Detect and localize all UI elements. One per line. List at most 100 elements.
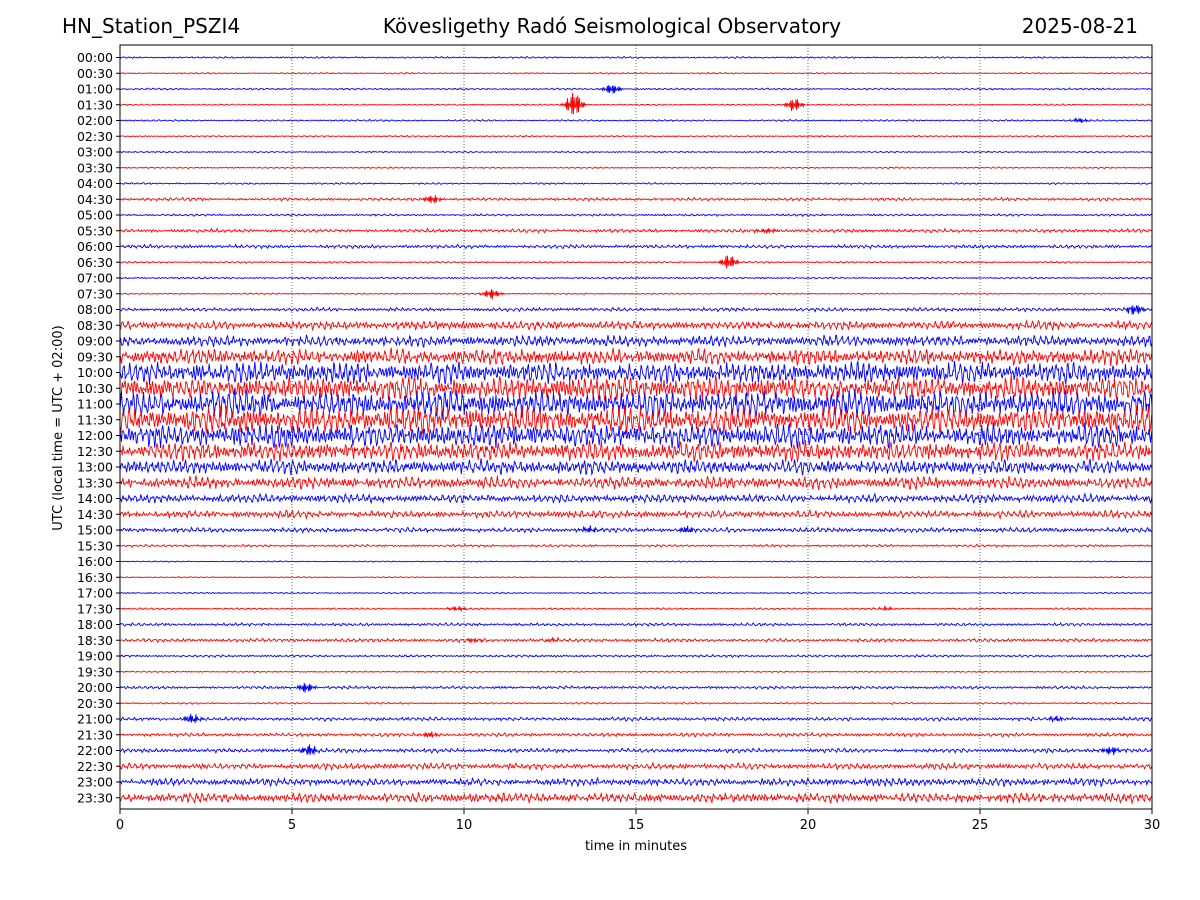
row-label-2130: 21:30 xyxy=(77,727,113,742)
trace-1100 xyxy=(119,389,1153,420)
trace-1530 xyxy=(119,543,1152,548)
trace-0230 xyxy=(119,134,1153,138)
row-label-0700: 07:00 xyxy=(77,271,113,286)
row-label-1430: 14:30 xyxy=(77,507,113,522)
trace-1900 xyxy=(119,653,1153,659)
trace-2330 xyxy=(119,791,1153,805)
row-label-1030: 10:30 xyxy=(77,381,113,396)
row-label-0030: 00:30 xyxy=(77,66,113,81)
trace-0500 xyxy=(119,213,1153,218)
row-label-0400: 04:00 xyxy=(77,176,113,191)
y-axis-label: UTC (local time = UTC + 02:00) xyxy=(51,325,66,530)
trace-2030 xyxy=(119,701,1153,705)
row-label-0630: 06:30 xyxy=(77,255,113,270)
row-label-0230: 02:30 xyxy=(77,129,113,144)
row-label-0530: 05:30 xyxy=(77,223,113,238)
trace-1700 xyxy=(119,591,1153,595)
trace-0000 xyxy=(119,55,1153,60)
row-label-1230: 12:30 xyxy=(77,444,113,459)
trace-1430 xyxy=(119,508,1153,520)
chart-title: Kövesligethy Radó Seismological Observat… xyxy=(382,14,842,38)
trace-0300 xyxy=(119,150,1153,154)
row-label-0600: 06:00 xyxy=(77,239,113,254)
trace-1930 xyxy=(119,670,1153,674)
row-label-2000: 20:00 xyxy=(77,680,113,695)
x-tick-label: 10 xyxy=(456,818,473,833)
row-label-1700: 17:00 xyxy=(77,586,113,601)
trace-1330 xyxy=(119,475,1153,491)
row-label-0900: 09:00 xyxy=(77,334,113,349)
trace-0630 xyxy=(119,255,1153,269)
trace-0800 xyxy=(119,305,1153,315)
trace-0930 xyxy=(119,347,1153,367)
row-label-1800: 18:00 xyxy=(77,617,113,632)
row-label-2200: 22:00 xyxy=(77,743,113,758)
row-label-2330: 23:30 xyxy=(77,790,113,805)
trace-1230 xyxy=(119,440,1153,463)
trace-1030 xyxy=(119,374,1153,402)
trace-2200 xyxy=(119,744,1153,756)
x-tick-label: 25 xyxy=(972,818,989,833)
row-label-0800: 08:00 xyxy=(77,302,113,317)
row-label-0000: 00:00 xyxy=(77,50,113,65)
row-label-1930: 19:30 xyxy=(77,664,113,679)
trace-0700 xyxy=(119,276,1153,280)
trace-0200 xyxy=(119,116,1153,123)
row-label-0930: 09:30 xyxy=(77,349,113,364)
x-tick-label: 20 xyxy=(800,818,817,833)
trace-0030 xyxy=(119,71,1153,75)
trace-0830 xyxy=(119,319,1153,332)
trace-0100 xyxy=(119,85,1153,94)
row-label-1630: 16:30 xyxy=(77,570,113,585)
trace-1300 xyxy=(119,458,1153,476)
trace-1730 xyxy=(119,605,1153,613)
x-axis-label: time in minutes xyxy=(585,839,687,854)
plot-frame xyxy=(119,44,1153,810)
x-tick-label: 5 xyxy=(288,818,296,833)
row-label-0200: 02:00 xyxy=(77,113,113,128)
trace-1200 xyxy=(119,422,1153,450)
trace-2300 xyxy=(119,776,1153,788)
row-label-0730: 07:30 xyxy=(77,286,113,301)
row-label-1130: 11:30 xyxy=(77,412,113,427)
trace-2000 xyxy=(119,682,1153,693)
trace-2230 xyxy=(119,761,1153,772)
row-label-0430: 04:30 xyxy=(77,192,113,207)
trace-0130 xyxy=(119,92,1153,115)
trace-1800 xyxy=(119,621,1153,628)
trace-1000 xyxy=(119,359,1153,385)
row-label-group: 00:0000:3001:0001:3002:0002:3003:0003:30… xyxy=(77,50,120,805)
row-label-2030: 20:30 xyxy=(77,696,113,711)
row-label-1300: 13:00 xyxy=(77,460,113,475)
trace-0330 xyxy=(119,166,1153,170)
row-label-0830: 08:30 xyxy=(77,318,113,333)
row-label-2100: 21:00 xyxy=(77,712,113,727)
chart-date: 2025-08-21 xyxy=(1021,14,1138,38)
row-label-0500: 05:00 xyxy=(77,208,113,223)
trace-1400 xyxy=(119,492,1153,505)
x-tick-label: 15 xyxy=(628,818,645,833)
trace-1600 xyxy=(119,560,1153,563)
trace-2100 xyxy=(119,713,1153,724)
row-label-1200: 12:00 xyxy=(77,428,113,443)
trace-1830 xyxy=(119,637,1153,644)
trace-0400 xyxy=(119,181,1153,186)
row-label-1830: 18:30 xyxy=(77,633,113,648)
row-label-1530: 15:30 xyxy=(77,538,113,553)
trace-0430 xyxy=(119,195,1153,204)
trace-1130 xyxy=(119,404,1153,435)
row-label-1330: 13:30 xyxy=(77,475,113,490)
row-label-0300: 03:00 xyxy=(77,145,113,160)
trace-1500 xyxy=(119,525,1153,535)
row-label-2300: 23:00 xyxy=(77,775,113,790)
trace-1630 xyxy=(119,576,1153,579)
trace-0600 xyxy=(119,243,1153,250)
row-label-0100: 01:00 xyxy=(77,82,113,97)
row-label-2230: 22:30 xyxy=(77,759,113,774)
row-label-1400: 14:00 xyxy=(77,491,113,506)
row-label-0130: 01:30 xyxy=(77,97,113,112)
trace-0900 xyxy=(119,334,1153,348)
row-label-1000: 10:00 xyxy=(77,365,113,380)
row-label-1900: 19:00 xyxy=(77,649,113,664)
